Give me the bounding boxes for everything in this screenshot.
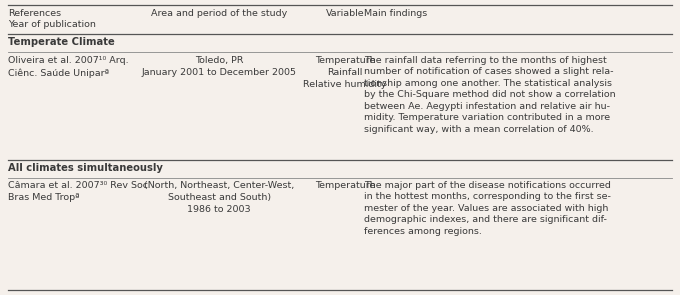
Text: Area and period of the study: Area and period of the study [151,9,288,18]
Text: All climates simultaneously: All climates simultaneously [8,163,163,173]
Text: Câmara et al. 2007³⁰ Rev Soc
Bras Med Tropª: Câmara et al. 2007³⁰ Rev Soc Bras Med Tr… [8,181,148,202]
Text: Temperature: Temperature [315,181,375,190]
Text: Oliveira et al. 2007¹⁰ Arq.
Ciênc. Saúde Uniparª: Oliveira et al. 2007¹⁰ Arq. Ciênc. Saúde… [8,56,129,78]
Text: Temperature
Rainfall
Relative humidity: Temperature Rainfall Relative humidity [303,56,387,88]
Text: Main findings: Main findings [364,9,427,18]
Text: Temperate Climate: Temperate Climate [8,37,115,47]
Text: The major part of the disease notifications occurred
in the hottest months, corr: The major part of the disease notificati… [364,181,611,236]
Text: References
Year of publication: References Year of publication [8,9,96,30]
Text: The rainfall data referring to the months of highest
number of notification of c: The rainfall data referring to the month… [364,56,615,134]
Text: Toledo, PR
January 2001 to December 2005: Toledo, PR January 2001 to December 2005 [142,56,296,77]
Text: Variable: Variable [326,9,364,18]
Text: (North, Northeast, Center-West,
Southeast and South)
1986 to 2003: (North, Northeast, Center-West, Southeas… [144,181,294,214]
